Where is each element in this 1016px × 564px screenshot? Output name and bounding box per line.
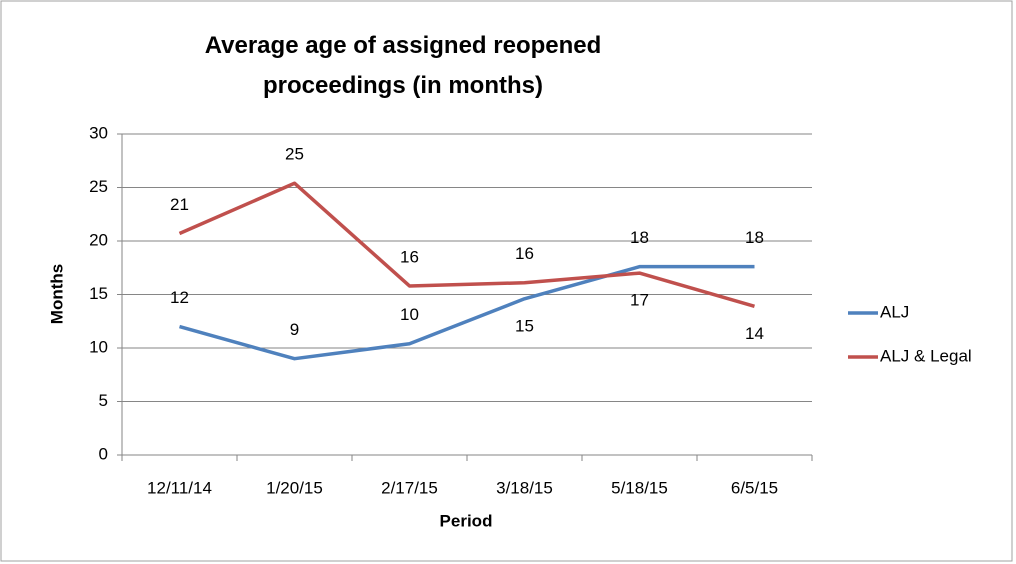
y-tick-label: 20 [89,230,108,249]
x-tick-label: 6/5/15 [731,478,778,497]
legend-label: ALJ & Legal [880,346,972,365]
x-tick-label: 1/20/15 [266,478,323,497]
y-axis-label: Months [47,264,66,324]
data-label: 21 [170,195,189,214]
x-tick-label: 3/18/15 [496,478,553,497]
legend-label: ALJ [880,302,909,321]
series-line [178,181,755,308]
data-label: 9 [290,320,299,339]
y-tick-label: 5 [99,391,108,410]
data-label: 12 [170,288,189,307]
data-label: 18 [745,228,764,247]
series-line [179,264,755,361]
y-tick-label: 30 [89,123,108,142]
y-tick-label: 25 [89,177,108,196]
data-label: 25 [285,145,304,164]
x-tick-label: 2/17/15 [381,478,438,497]
data-label: 15 [515,316,534,335]
y-tick-label: 0 [99,444,108,463]
data-label: 18 [630,228,649,247]
data-label: 16 [515,244,534,263]
x-axis-label: Period [440,511,493,530]
y-tick-label: 15 [89,284,108,303]
data-label: 14 [745,324,764,343]
data-label: 10 [400,305,419,324]
y-tick-label: 10 [89,337,108,356]
x-tick-label: 5/18/15 [611,478,668,497]
data-label: 17 [630,291,649,310]
x-tick-label: 12/11/14 [147,478,212,497]
data-label: 16 [400,247,419,266]
chart-title: Average age of assigned reopened proceed… [204,32,602,99]
